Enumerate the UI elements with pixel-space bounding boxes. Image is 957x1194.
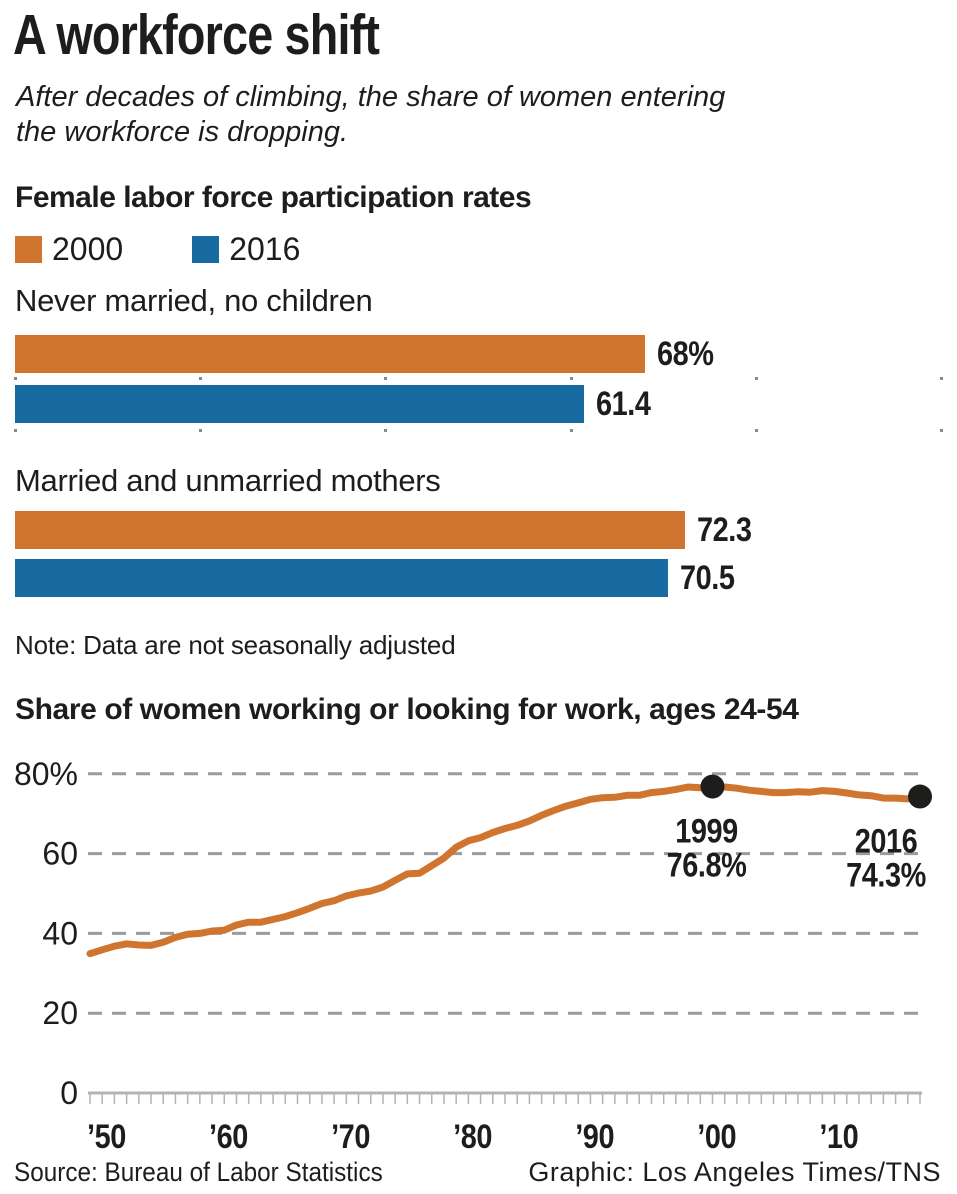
x-axis-label: ’80 bbox=[453, 1117, 492, 1156]
data-point-dot bbox=[908, 784, 932, 809]
axis-tick-dot bbox=[14, 429, 17, 432]
subtitle-line: the workforce is dropping. bbox=[16, 116, 349, 148]
legend-swatch-2000 bbox=[15, 236, 42, 263]
legend-item-2016: 2016 bbox=[192, 231, 301, 267]
bar-group-never-married: 68% 61.4 bbox=[14, 334, 955, 435]
legend-label-2016: 2016 bbox=[229, 231, 301, 267]
x-axis-label: ’00 bbox=[697, 1117, 736, 1156]
axis-tick-dot bbox=[754, 429, 758, 432]
axis-tick-dot bbox=[754, 377, 758, 380]
annotation-text: 74.3% bbox=[846, 855, 926, 894]
legend-item-2000: 2000 bbox=[15, 231, 124, 267]
annotation-text: 76.8% bbox=[667, 845, 747, 884]
annotation-text: 1999 bbox=[675, 811, 738, 850]
bar-group-label-never-married: Never married, no children bbox=[15, 283, 373, 318]
axis-tick-dot bbox=[199, 429, 203, 432]
legend: 2000 2016 bbox=[15, 231, 301, 267]
trend-line bbox=[86, 783, 924, 958]
bar-2000-mothers bbox=[15, 511, 685, 549]
bar-2016-mothers bbox=[15, 559, 668, 597]
bar-chart-title: Female labor force participation rates bbox=[15, 181, 532, 214]
bar-value-label: 70.5 bbox=[679, 558, 735, 597]
axis-tick-dot bbox=[569, 377, 573, 380]
bar-value-label: 72.3 bbox=[696, 510, 752, 549]
x-axis-label: ’50 bbox=[87, 1117, 126, 1156]
graphic-credit: Graphic: Los Angeles Times/TNS bbox=[528, 1157, 941, 1187]
bar-axis-ticks bbox=[14, 429, 955, 432]
bar-value-label: 61.4 bbox=[595, 384, 651, 423]
axis-tick-dot bbox=[384, 429, 388, 432]
page-title: A workforce shift bbox=[13, 3, 380, 67]
line-chart-title: Share of women working or looking for wo… bbox=[15, 693, 799, 726]
note-text: Note: Data are not seasonally adjusted bbox=[15, 630, 456, 660]
data-point-dot bbox=[700, 774, 725, 799]
source-credit: Source: Bureau of Labor Statistics bbox=[14, 1157, 383, 1187]
annotation-text: 2016 bbox=[855, 821, 918, 860]
x-axis-label: ’70 bbox=[331, 1117, 370, 1156]
y-axis-label: 0 bbox=[60, 1075, 78, 1111]
axis-tick-dot bbox=[14, 377, 17, 380]
x-axis-label: ’10 bbox=[819, 1117, 858, 1156]
bar-value-label: 68% bbox=[656, 334, 714, 373]
bar-2000-never-married bbox=[15, 335, 645, 373]
x-axis-label: ’90 bbox=[575, 1117, 614, 1156]
axis-tick-dot bbox=[940, 377, 943, 380]
x-axis-label: ’60 bbox=[209, 1117, 248, 1156]
axis-tick-dot bbox=[940, 429, 943, 432]
legend-swatch-2016 bbox=[192, 236, 220, 263]
page-subtitle: After decades of climbing, the share of … bbox=[16, 80, 725, 150]
bar-group-mothers: 72.3 70.5 bbox=[15, 511, 955, 601]
y-axis-label: 40 bbox=[42, 915, 78, 951]
bar-axis-ticks bbox=[14, 377, 955, 380]
axis-tick-dot bbox=[569, 429, 573, 432]
axis-tick-dot bbox=[384, 377, 388, 380]
bar-group-label-mothers: Married and unmarried mothers bbox=[15, 463, 441, 498]
subtitle-line: After decades of climbing, the share of … bbox=[16, 81, 726, 113]
legend-label-2000: 2000 bbox=[52, 231, 124, 267]
y-axis-label: 80% bbox=[14, 756, 78, 792]
y-axis-label: 20 bbox=[42, 995, 78, 1031]
bar-2016-never-married bbox=[15, 385, 584, 423]
axis-tick-dot bbox=[199, 377, 203, 380]
y-axis-label: 60 bbox=[42, 836, 78, 872]
